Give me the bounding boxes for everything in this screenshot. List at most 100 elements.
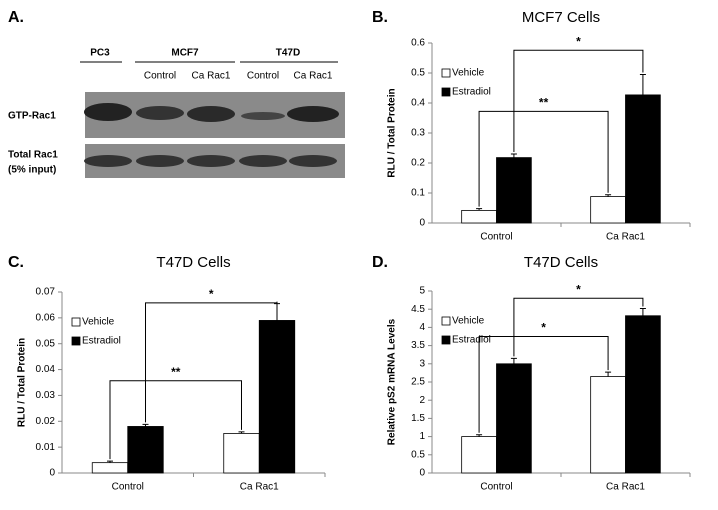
error-bar	[510, 153, 517, 158]
significance-label: *	[209, 287, 214, 301]
y-tick-label: 1.5	[411, 413, 425, 424]
band	[241, 112, 285, 120]
band	[84, 103, 132, 121]
error-bar	[106, 460, 113, 463]
significance-label: *	[541, 321, 546, 335]
y-tick-label: 5	[419, 286, 425, 297]
x-tick-label: Control	[480, 232, 512, 243]
panel-label: D.	[372, 254, 388, 271]
band	[187, 106, 235, 122]
y-tick-label: 0.05	[36, 338, 56, 349]
bar	[496, 157, 532, 224]
group-label: MCF7	[171, 48, 199, 59]
y-tick-label: 0.5	[411, 449, 425, 460]
panel-label: B.	[372, 9, 388, 26]
panel-label: C.	[8, 254, 24, 271]
y-tick-label: 3.5	[411, 340, 425, 351]
significance-bracket	[109, 380, 242, 460]
error-bar	[605, 371, 612, 377]
y-tick-label: 0.04	[36, 364, 56, 375]
y-tick-label: 1	[419, 431, 425, 442]
significance-bracket	[478, 110, 609, 207]
lane-label: Ca Rac1	[294, 71, 333, 82]
y-tick-label: 4.5	[411, 304, 425, 315]
error-bar	[476, 208, 483, 211]
y-tick-label: 0.07	[36, 287, 56, 298]
y-tick-label: 0	[419, 468, 425, 479]
y-tick-label: 0.06	[36, 312, 56, 323]
error-bar	[605, 194, 612, 197]
y-tick-label: 2	[419, 395, 425, 406]
legend-label: Vehicle	[82, 317, 115, 328]
legend-swatch	[71, 317, 81, 327]
group-label: PC3	[90, 48, 110, 59]
significance-bracket	[478, 336, 609, 433]
error-bar	[238, 431, 245, 434]
y-tick-label: 3	[419, 358, 425, 369]
significance-bracket	[513, 49, 644, 152]
y-axis-label: Relative pS2 mRNA Levels	[387, 318, 398, 445]
bar	[258, 320, 296, 474]
y-axis-label: RLU / Total Protein	[387, 88, 398, 177]
bar	[590, 376, 626, 474]
error-bar	[639, 307, 646, 316]
x-tick-label: Ca Rac1	[606, 482, 645, 493]
x-tick-label: Ca Rac1	[240, 482, 279, 493]
error-bar	[639, 74, 646, 95]
error-bar	[510, 357, 517, 364]
row-label: (5% input)	[8, 165, 56, 176]
band	[84, 155, 132, 167]
legend-swatch	[71, 336, 81, 346]
error-bar	[142, 423, 149, 427]
western-blot: PC3 MCF7 T47D Control Ca Rac1 Control Ca…	[8, 48, 345, 178]
legend-swatch	[441, 87, 451, 97]
error-bar	[476, 434, 483, 437]
x-tick-label: Ca Rac1	[606, 232, 645, 243]
bar	[590, 196, 626, 224]
y-tick-label: 0	[49, 468, 55, 479]
y-tick-label: 0	[419, 218, 425, 229]
legend-label: Estradiol	[452, 87, 491, 98]
bar	[223, 433, 260, 474]
bar	[625, 315, 661, 474]
significance-bracket	[513, 297, 644, 357]
band	[289, 155, 337, 167]
bar	[127, 426, 164, 474]
y-tick-label: 0.2	[411, 158, 425, 169]
legend-label: Estradiol	[452, 335, 491, 346]
legend-label: Estradiol	[82, 336, 121, 347]
y-tick-label: 0.01	[36, 442, 56, 453]
band	[136, 106, 184, 120]
significance-label: **	[539, 96, 549, 110]
panel-label: A.	[8, 9, 24, 26]
bar	[461, 209, 497, 224]
legend-swatch	[441, 316, 451, 326]
legend-label: Vehicle	[452, 316, 485, 327]
y-tick-label: 0.03	[36, 390, 56, 401]
row-label: Total Rac1	[8, 150, 58, 161]
chart-title: MCF7 Cells	[522, 9, 600, 26]
group-label: T47D	[276, 48, 300, 59]
lane-label: Control	[144, 71, 176, 82]
significance-label: *	[576, 34, 581, 48]
chart-title: T47D Cells	[524, 254, 598, 271]
x-tick-label: Control	[112, 482, 144, 493]
bar	[496, 363, 532, 474]
y-tick-label: 4	[419, 322, 425, 333]
x-tick-label: Control	[480, 482, 512, 493]
significance-bracket	[145, 301, 278, 423]
band	[187, 155, 235, 167]
y-tick-label: 0.6	[411, 38, 425, 49]
lane-label: Control	[247, 71, 279, 82]
y-tick-label: 0.5	[411, 68, 425, 79]
significance-label: **	[171, 365, 181, 379]
significance-label: *	[576, 282, 581, 296]
band	[239, 155, 287, 167]
legend-swatch	[441, 68, 451, 78]
y-tick-label: 0.4	[411, 98, 425, 109]
band	[136, 155, 184, 167]
chart-title: T47D Cells	[156, 254, 230, 271]
legend-label: Vehicle	[452, 68, 485, 79]
band	[287, 106, 339, 122]
